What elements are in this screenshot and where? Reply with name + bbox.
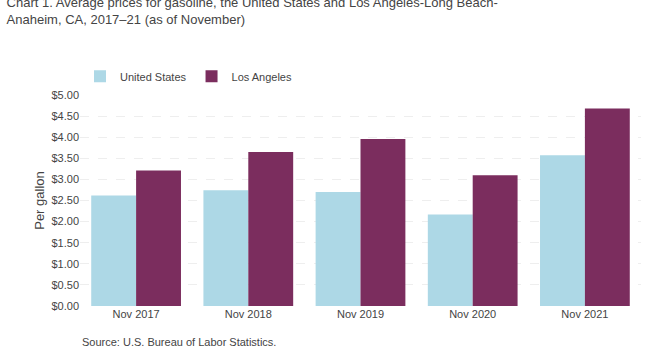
svg-text:Nov 2021: Nov 2021 bbox=[561, 308, 608, 320]
svg-text:Los Angeles: Los Angeles bbox=[232, 71, 292, 83]
svg-text:$0.50: $0.50 bbox=[51, 279, 79, 291]
svg-text:$3.50: $3.50 bbox=[51, 152, 79, 164]
svg-text:$3.00: $3.00 bbox=[51, 173, 79, 185]
svg-text:Nov 2018: Nov 2018 bbox=[225, 308, 272, 320]
svg-text:$5.00: $5.00 bbox=[51, 89, 79, 101]
svg-text:$4.00: $4.00 bbox=[51, 131, 79, 143]
svg-text:$2.00: $2.00 bbox=[51, 215, 79, 227]
svg-text:Nov 2020: Nov 2020 bbox=[449, 308, 496, 320]
svg-text:$1.00: $1.00 bbox=[51, 258, 79, 270]
svg-text:Nov 2019: Nov 2019 bbox=[337, 308, 384, 320]
svg-text:Chart 1. Average prices for ga: Chart 1. Average prices for gasoline, th… bbox=[7, 0, 498, 27]
svg-text:$4.50: $4.50 bbox=[51, 110, 79, 122]
svg-text:Nov 2017: Nov 2017 bbox=[113, 308, 160, 320]
svg-text:$2.50: $2.50 bbox=[51, 194, 79, 206]
svg-text:$1.50: $1.50 bbox=[51, 237, 79, 249]
svg-text:Per gallon: Per gallon bbox=[32, 171, 47, 230]
svg-text:United States: United States bbox=[120, 71, 187, 83]
svg-text:$0.00: $0.00 bbox=[51, 300, 79, 312]
svg-text:Source: U.S. Bureau of Labor S: Source: U.S. Bureau of Labor Statistics. bbox=[82, 336, 276, 348]
